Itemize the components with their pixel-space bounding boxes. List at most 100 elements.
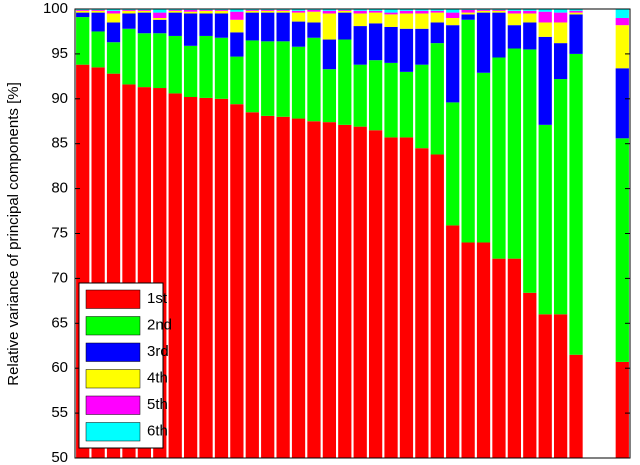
legend-label: 6th xyxy=(147,423,168,440)
bar-segment xyxy=(276,9,290,11)
bar-segment xyxy=(476,242,491,458)
bar-segment xyxy=(399,28,414,72)
bar-segment xyxy=(492,9,506,11)
bar-segment xyxy=(507,258,522,458)
bar-segment xyxy=(76,17,90,65)
bar-segment xyxy=(569,12,583,15)
bar-segment xyxy=(261,115,275,458)
bar-segment xyxy=(461,19,475,243)
bar-segment xyxy=(307,22,321,38)
bar-segment xyxy=(353,10,367,14)
bar-segment xyxy=(523,13,537,23)
bar-segment xyxy=(384,137,398,458)
legend-label: 2nd xyxy=(147,317,172,334)
y-tick-label: 100 xyxy=(43,0,68,17)
bar-segment xyxy=(230,104,244,459)
bar-segment xyxy=(261,10,275,13)
bar-segment xyxy=(291,9,306,11)
bar-segment xyxy=(168,35,182,94)
bar-segment xyxy=(368,10,383,13)
bar-segment xyxy=(446,225,460,458)
bar-segment xyxy=(106,9,121,11)
bar-segment xyxy=(322,10,337,14)
bar-segment xyxy=(199,13,213,36)
bar-segment xyxy=(322,39,337,70)
y-tick-label: 60 xyxy=(51,359,68,376)
bar-segment xyxy=(384,26,398,63)
bar-segment xyxy=(261,41,275,116)
y-axis-label: Relative variance of principal component… xyxy=(5,82,22,386)
bar-segment xyxy=(430,154,444,458)
bar-segment xyxy=(245,112,259,459)
bar-segment xyxy=(615,17,629,26)
y-tick-label: 95 xyxy=(51,45,68,62)
bar-segment xyxy=(276,12,290,42)
bar-segment xyxy=(137,10,152,13)
bar-segment xyxy=(507,13,522,26)
bar-segment xyxy=(91,12,105,32)
bar-segment xyxy=(461,9,475,13)
bar-segment xyxy=(538,11,552,23)
bar-segment xyxy=(183,11,198,14)
bar-segment xyxy=(615,25,629,69)
bar-segment xyxy=(384,14,398,27)
bar-segment xyxy=(615,68,629,139)
bar-segment xyxy=(430,22,444,44)
bar-segment xyxy=(168,9,182,11)
legend-label: 5th xyxy=(147,396,168,413)
bar-segment xyxy=(553,12,568,23)
bar-segment xyxy=(291,118,306,458)
bar-segment xyxy=(91,31,105,68)
y-tick-label: 50 xyxy=(51,449,68,465)
bar-segment xyxy=(615,361,629,458)
bar-segment xyxy=(230,56,244,105)
bar-segment xyxy=(122,10,136,14)
legend-swatch xyxy=(85,369,141,389)
bar-segment xyxy=(245,10,259,13)
bar-segment xyxy=(415,9,429,11)
bar-segment xyxy=(322,122,337,458)
bar-segment xyxy=(492,258,506,458)
bar-segment xyxy=(461,14,475,20)
bar-segment xyxy=(245,9,259,11)
bar-segment xyxy=(291,46,306,119)
legend: 1st 2nd 3rd 4th 5th 6th xyxy=(78,282,172,449)
bar-segment xyxy=(261,9,275,11)
bar-segment xyxy=(199,97,213,458)
bar-segment xyxy=(307,11,321,23)
bar-segment xyxy=(91,9,105,11)
bar-segment xyxy=(507,48,522,259)
bar-segment xyxy=(523,9,537,11)
bar-segment xyxy=(569,53,583,355)
bar-segment xyxy=(106,10,121,14)
bar-segment xyxy=(446,17,460,26)
bar-segment xyxy=(538,9,552,12)
bar-segment xyxy=(276,41,290,117)
bar-segment xyxy=(153,12,167,18)
bar-segment xyxy=(461,12,475,15)
bar-segment xyxy=(230,19,244,33)
bar-segment xyxy=(338,10,352,13)
bar-segment xyxy=(322,69,337,123)
bar-segment xyxy=(214,37,229,99)
bar-segment xyxy=(122,9,136,11)
bar-segment xyxy=(153,33,167,89)
bar-segment xyxy=(322,9,337,11)
bar-segment xyxy=(538,36,552,125)
bar-segment xyxy=(353,26,367,65)
bar-segment xyxy=(122,28,136,85)
bar-segment xyxy=(322,13,337,40)
bar-segment xyxy=(353,9,367,11)
bar-segment xyxy=(523,10,537,14)
legend-label: 3rd xyxy=(147,343,169,360)
bar-segment xyxy=(168,12,182,36)
bar-segment xyxy=(183,97,198,458)
bar-segment xyxy=(245,12,259,41)
bar-segment xyxy=(137,33,152,88)
bar-segment xyxy=(399,9,414,11)
bar-segment xyxy=(384,9,398,13)
bar-segment xyxy=(214,98,229,459)
bar-segment xyxy=(153,9,167,13)
bar-segment xyxy=(153,19,167,34)
bar-segment xyxy=(307,9,321,12)
